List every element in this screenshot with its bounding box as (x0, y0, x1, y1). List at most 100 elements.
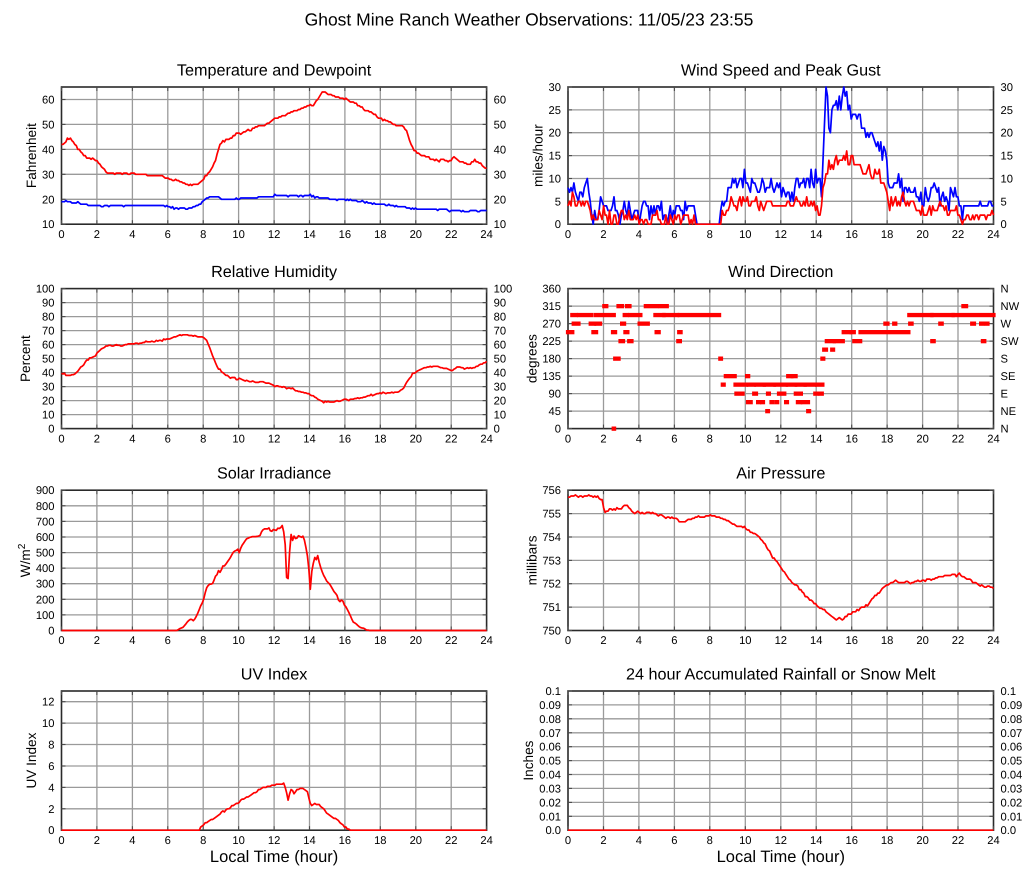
svg-text:0: 0 (565, 835, 571, 847)
svg-text:10: 10 (494, 219, 506, 231)
svg-text:753: 753 (542, 555, 561, 567)
svg-text:24: 24 (987, 635, 999, 647)
svg-text:100: 100 (494, 284, 513, 296)
svg-text:60: 60 (42, 340, 54, 352)
svg-text:SE: SE (1001, 371, 1016, 383)
svg-text:10: 10 (739, 835, 751, 847)
svg-text:14: 14 (810, 635, 822, 647)
svg-text:12: 12 (268, 433, 280, 445)
svg-text:22: 22 (952, 229, 964, 241)
svg-text:90: 90 (42, 298, 54, 310)
svg-text:60: 60 (494, 340, 506, 352)
svg-text:2: 2 (94, 229, 100, 241)
svg-text:20: 20 (916, 835, 928, 847)
svg-text:400: 400 (36, 563, 55, 575)
svg-text:22: 22 (445, 433, 457, 445)
svg-text:Solar Irradiance: Solar Irradiance (217, 465, 331, 483)
svg-text:22: 22 (445, 835, 457, 847)
svg-text:Local Time (hour): Local Time (hour) (717, 848, 845, 866)
svg-text:10: 10 (232, 835, 244, 847)
svg-text:0.03: 0.03 (539, 783, 561, 795)
svg-text:10: 10 (42, 410, 54, 422)
svg-text:SW: SW (1001, 336, 1019, 348)
svg-text:0: 0 (565, 229, 571, 241)
svg-text:16: 16 (339, 229, 351, 241)
svg-text:500: 500 (36, 548, 55, 560)
svg-text:40: 40 (42, 144, 54, 156)
svg-text:12: 12 (268, 835, 280, 847)
svg-text:4: 4 (129, 635, 135, 647)
svg-text:16: 16 (845, 433, 857, 445)
svg-text:24: 24 (480, 433, 492, 445)
svg-text:0.04: 0.04 (1001, 770, 1023, 782)
svg-text:14: 14 (303, 229, 315, 241)
svg-text:50: 50 (42, 354, 54, 366)
svg-text:0: 0 (565, 635, 571, 647)
svg-text:900: 900 (36, 485, 55, 497)
svg-text:0.01: 0.01 (539, 811, 561, 823)
svg-text:Fahrenheit: Fahrenheit (24, 123, 39, 188)
svg-text:22: 22 (445, 229, 457, 241)
svg-text:18: 18 (881, 835, 893, 847)
svg-text:24: 24 (480, 635, 492, 647)
svg-text:6: 6 (671, 635, 677, 647)
svg-text:6: 6 (671, 229, 677, 241)
svg-text:0.03: 0.03 (1001, 783, 1023, 795)
svg-text:0.0: 0.0 (545, 825, 561, 837)
svg-text:degrees: degrees (524, 334, 539, 383)
svg-text:12: 12 (775, 635, 787, 647)
svg-text:2: 2 (600, 229, 606, 241)
svg-text:315: 315 (542, 301, 561, 313)
svg-text:80: 80 (42, 312, 54, 324)
svg-text:2: 2 (94, 835, 100, 847)
svg-text:S: S (1001, 354, 1008, 366)
svg-text:70: 70 (494, 326, 506, 338)
svg-text:22: 22 (445, 635, 457, 647)
svg-text:4: 4 (48, 782, 54, 794)
svg-text:10: 10 (494, 410, 506, 422)
svg-text:8: 8 (707, 835, 713, 847)
svg-text:4: 4 (636, 635, 642, 647)
svg-text:6: 6 (165, 229, 171, 241)
svg-text:25: 25 (549, 105, 561, 117)
svg-text:2: 2 (600, 635, 606, 647)
svg-text:10: 10 (1001, 174, 1013, 186)
svg-text:6: 6 (671, 433, 677, 445)
svg-text:10: 10 (232, 433, 244, 445)
svg-text:0.08: 0.08 (1001, 714, 1023, 726)
svg-text:15: 15 (549, 151, 561, 163)
svg-text:UV Index: UV Index (24, 732, 39, 788)
svg-text:22: 22 (952, 635, 964, 647)
svg-text:22: 22 (952, 433, 964, 445)
svg-text:0: 0 (58, 635, 64, 647)
svg-text:300: 300 (36, 579, 55, 591)
svg-text:0.05: 0.05 (539, 756, 561, 768)
svg-text:18: 18 (374, 635, 386, 647)
svg-text:10: 10 (549, 174, 561, 186)
svg-text:20: 20 (410, 635, 422, 647)
svg-text:12: 12 (268, 229, 280, 241)
svg-text:8: 8 (200, 433, 206, 445)
svg-text:2: 2 (94, 635, 100, 647)
svg-text:20: 20 (42, 194, 54, 206)
svg-text:6: 6 (165, 835, 171, 847)
svg-text:0: 0 (58, 835, 64, 847)
svg-text:0.1: 0.1 (545, 686, 561, 698)
svg-text:NE: NE (1001, 406, 1017, 418)
svg-text:100: 100 (36, 284, 55, 296)
svg-text:18: 18 (374, 433, 386, 445)
svg-text:18: 18 (881, 229, 893, 241)
svg-text:24: 24 (987, 433, 999, 445)
svg-text:40: 40 (494, 144, 506, 156)
svg-text:24: 24 (480, 229, 492, 241)
svg-text:0.04: 0.04 (539, 770, 561, 782)
svg-text:8: 8 (200, 635, 206, 647)
svg-text:100: 100 (36, 610, 55, 622)
svg-text:0: 0 (48, 825, 54, 837)
svg-text:20: 20 (916, 433, 928, 445)
svg-text:24 hour Accumulated Rainfall o: 24 hour Accumulated Rainfall or Snow Mel… (626, 666, 936, 684)
svg-text:80: 80 (494, 312, 506, 324)
svg-text:0: 0 (48, 424, 54, 436)
svg-text:12: 12 (268, 635, 280, 647)
svg-text:70: 70 (42, 326, 54, 338)
